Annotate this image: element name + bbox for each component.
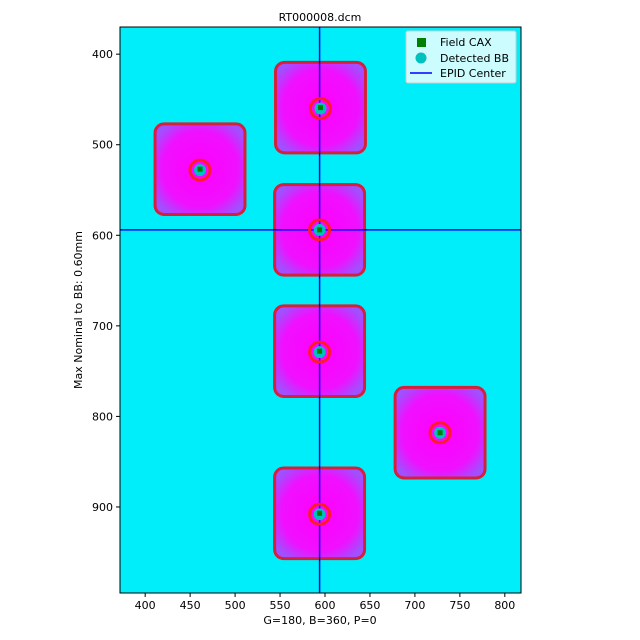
legend-label-detected-bb: Detected BB	[440, 52, 509, 65]
x-tick-label: 500	[225, 599, 246, 612]
x-tick-label: 550	[270, 599, 291, 612]
legend-box	[405, 30, 517, 84]
chart-title: RT000008.dcm	[279, 11, 362, 24]
legend: Field CAX Detected BB EPID Center	[405, 30, 517, 84]
bb-markers	[188, 97, 452, 526]
y-tick-label: 500	[92, 139, 113, 152]
y-tick-label: 600	[92, 229, 113, 242]
y-tick-label: 900	[92, 501, 113, 514]
bb-edge-ring-4	[308, 340, 332, 364]
field-cax-4	[317, 348, 323, 354]
x-tick-label: 750	[449, 599, 470, 612]
x-tick-label: 400	[135, 599, 156, 612]
x-tick-label: 450	[180, 599, 201, 612]
field-cax-5	[437, 430, 443, 436]
y-tick-label: 400	[92, 48, 113, 61]
y-tick-label: 700	[92, 320, 113, 333]
field-cax-2	[197, 166, 203, 172]
y-axis-label: Max Nominal to BB: 0.60mm	[72, 231, 85, 389]
bb-edge-ring-5	[428, 421, 452, 445]
y-axis-ticks: 400 500 600 700 800 900	[92, 48, 120, 514]
bb-edge-ring-3	[308, 218, 332, 242]
x-tick-label: 800	[494, 599, 515, 612]
legend-label-field-cax: Field CAX	[440, 36, 492, 49]
bb-edge-ring-2	[188, 158, 212, 182]
x-tick-label: 700	[404, 599, 425, 612]
bb-edge-ring-6	[308, 502, 332, 526]
x-axis-ticks: 400 450 500 550 600 650 700 750 800	[135, 593, 515, 612]
x-tick-label: 650	[359, 599, 380, 612]
field-cax-legend-marker	[417, 38, 426, 47]
x-tick-label: 600	[314, 599, 335, 612]
field-cax-1	[318, 105, 323, 111]
field-cax-3	[317, 227, 323, 233]
x-axis-label: G=180, B=360, P=0	[263, 614, 376, 627]
plot-frame	[119, 26, 522, 594]
legend-label-epid-center: EPID Center	[440, 67, 506, 80]
bb-edge-ring-1	[309, 97, 332, 121]
detected-bb-legend-marker	[415, 52, 427, 64]
field-cax-6	[317, 510, 323, 516]
y-tick-label: 800	[92, 410, 113, 423]
